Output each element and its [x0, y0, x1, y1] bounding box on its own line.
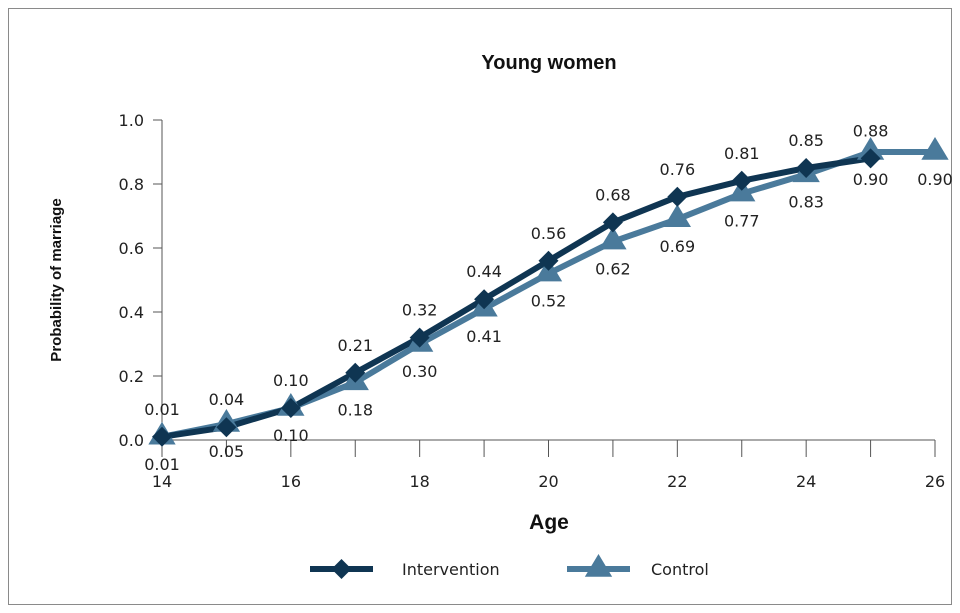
point-intervention [602, 212, 623, 233]
data-label-control: 0.83 [788, 192, 824, 211]
point-control [856, 137, 885, 160]
point-intervention [152, 426, 172, 447]
legend-label: Intervention [402, 560, 500, 579]
series-line-intervention [161, 155, 872, 440]
data-label-control: 0.62 [595, 260, 631, 279]
legend: Intervention Control [310, 554, 709, 579]
data-label-control: 0.30 [402, 362, 438, 381]
point-intervention [667, 186, 688, 207]
data-label-control: 0.01 [144, 455, 180, 474]
point-control [663, 204, 691, 227]
axes: 0.0 0.2 0.4 0.6 0.8 1.0 14 16 18 20 22 24 26 [119, 111, 946, 491]
legend-marker-triangle [584, 554, 613, 577]
data-label-control: 0.41 [466, 327, 502, 346]
data-label-intervention: 0.68 [595, 185, 631, 204]
x-tick-label: 24 [796, 472, 816, 491]
data-label-intervention: 0.32 [402, 301, 438, 320]
point-control [599, 226, 627, 250]
x-tick-label: 22 [667, 472, 687, 491]
data-label-intervention: 0.04 [209, 390, 245, 409]
data-label-control: 0.90 [917, 170, 953, 189]
y-tick-label: 1.0 [119, 111, 144, 130]
point-control [921, 137, 949, 160]
markers [148, 137, 949, 447]
point-intervention [280, 398, 301, 418]
data-label-intervention: 0.76 [660, 160, 696, 179]
data-label-control: 0.52 [531, 292, 567, 311]
x-axis-label: Age [529, 511, 569, 534]
point-intervention [538, 250, 559, 271]
point-intervention [216, 417, 237, 438]
data-label-intervention: 0.01 [144, 400, 180, 419]
data-label-control: 0.90 [853, 170, 889, 189]
data-label-intervention: 0.88 [853, 121, 889, 140]
x-tick-label: 18 [409, 472, 429, 491]
y-tick-label: 0.0 [119, 431, 144, 450]
y-tick-label: 0.4 [119, 303, 144, 322]
point-intervention [474, 289, 495, 310]
x-tick-label: 16 [281, 472, 301, 491]
data-label-control: 0.69 [660, 237, 696, 256]
x-tick-label: 26 [925, 472, 945, 491]
data-label-intervention: 0.10 [273, 371, 309, 390]
point-intervention [796, 158, 817, 178]
chart-title: Young women [481, 52, 616, 74]
y-tick-label: 0.2 [119, 367, 144, 386]
data-labels: 0.01 0.04 0.10 0.21 0.32 0.44 0.56 0.68 0.76 0.81… [144, 121, 953, 473]
data-label-control: 0.10 [273, 426, 309, 445]
y-tick-label: 0.8 [119, 175, 144, 194]
data-label-control: 0.05 [209, 442, 245, 461]
y-tick-label: 0.6 [119, 239, 144, 258]
point-intervention [731, 170, 752, 191]
data-label-intervention: 0.21 [337, 336, 373, 355]
x-tick-label: 20 [538, 472, 558, 491]
data-label-intervention: 0.44 [466, 262, 502, 281]
legend-label: Control [651, 560, 709, 579]
y-axis-label: Probability of marriage [48, 198, 65, 361]
point-intervention [345, 362, 366, 383]
data-label-intervention: 0.81 [724, 144, 760, 163]
point-intervention [409, 327, 430, 348]
x-tick-label: 14 [152, 472, 172, 491]
data-label-intervention: 0.56 [531, 224, 567, 243]
data-label-control: 0.77 [724, 212, 760, 231]
data-label-intervention: 0.85 [788, 131, 824, 150]
point-intervention [860, 148, 881, 169]
data-label-control: 0.18 [337, 400, 373, 419]
legend-marker-diamond [331, 559, 352, 579]
